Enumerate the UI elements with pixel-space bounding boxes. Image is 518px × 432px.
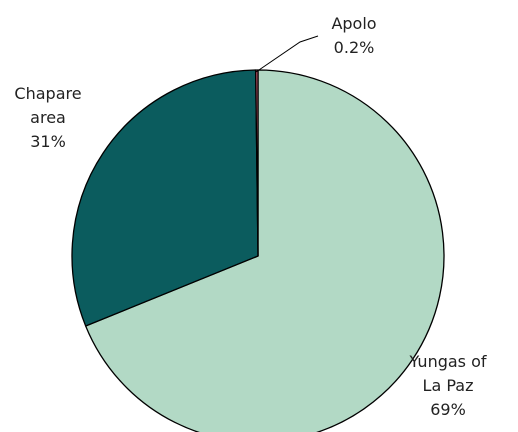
pie-slice — [255, 69, 259, 257]
pie-slice — [85, 69, 445, 432]
category-name: Chapare area — [14, 84, 82, 127]
slice-label: Chapare area 31% — [0, 82, 96, 154]
slice-label: Apolo 0.2% — [314, 12, 394, 60]
category-name: Yungas of La Paz — [409, 352, 487, 395]
category-name: Apolo — [331, 14, 377, 33]
value-label: 0.2% — [333, 38, 375, 57]
leader-line — [255, 35, 319, 73]
slice-label: Yungas of La Paz 69% — [398, 350, 498, 422]
value-label: 69% — [430, 400, 466, 419]
pie-slice — [71, 69, 259, 327]
value-label: 31% — [30, 132, 66, 151]
